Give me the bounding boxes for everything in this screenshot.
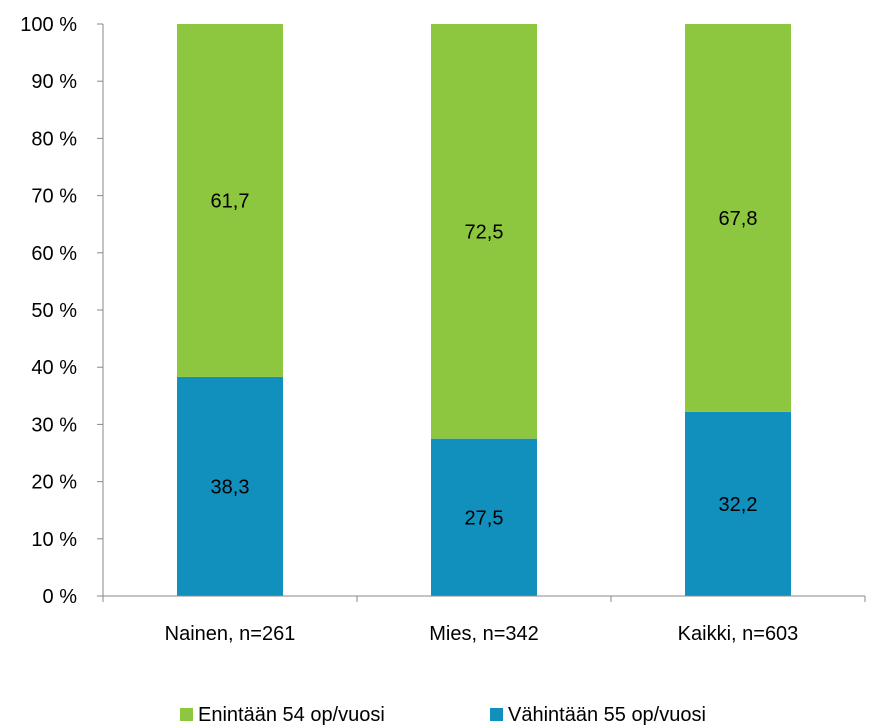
y-tick-label: 30 %: [31, 414, 77, 436]
data-label: 32,2: [719, 494, 758, 516]
category-label: Mies, n=342: [429, 623, 539, 645]
bar-segment: [177, 24, 283, 377]
data-label: 72,5: [465, 221, 504, 243]
category-label: Nainen, n=261: [165, 623, 296, 645]
x-axis: Nainen, n=261 Mies, n=342 Kaikki, n=603: [102, 595, 866, 645]
y-tick-label: 50 %: [31, 300, 77, 322]
bars: 38,3 61,7 27,5 72,5 32,2 67,8: [177, 24, 791, 596]
y-tick-label: 60 %: [31, 243, 77, 265]
bar-segment: [431, 438, 537, 596]
legend-label: Enintään 54 op/vuosi: [198, 704, 385, 726]
y-tick-label: 40 %: [31, 357, 77, 379]
data-label: 38,3: [211, 476, 250, 498]
category-label: Kaikki, n=603: [678, 623, 799, 645]
y-axis: 0 % 10 % 20 % 30 % 40 % 50 % 60 % 70 % 80 % 90 % 1…: [20, 14, 104, 608]
y-tick-label: 90 %: [31, 71, 77, 93]
y-tick-label: 100 %: [20, 14, 77, 36]
legend-label: Vähintään 55 op/vuosi: [508, 704, 706, 726]
data-label: 67,8: [719, 208, 758, 230]
y-tick-label: 10 %: [31, 529, 77, 551]
bar-segment: [685, 411, 791, 596]
y-tick-label: 70 %: [31, 186, 77, 208]
y-tick-label: 80 %: [31, 128, 77, 150]
y-tick-label: 0 %: [43, 586, 78, 608]
bar-segment: [431, 24, 537, 439]
legend-swatch: [180, 708, 193, 721]
bar-segment: [177, 376, 283, 596]
bar-segment: [685, 24, 791, 412]
legend-swatch: [490, 708, 503, 721]
legend: Enintään 54 op/vuosi Vähintään 55 op/vuos…: [180, 704, 706, 726]
data-label: 61,7: [211, 190, 250, 212]
y-tick-label: 20 %: [31, 472, 77, 494]
data-label: 27,5: [465, 507, 504, 529]
